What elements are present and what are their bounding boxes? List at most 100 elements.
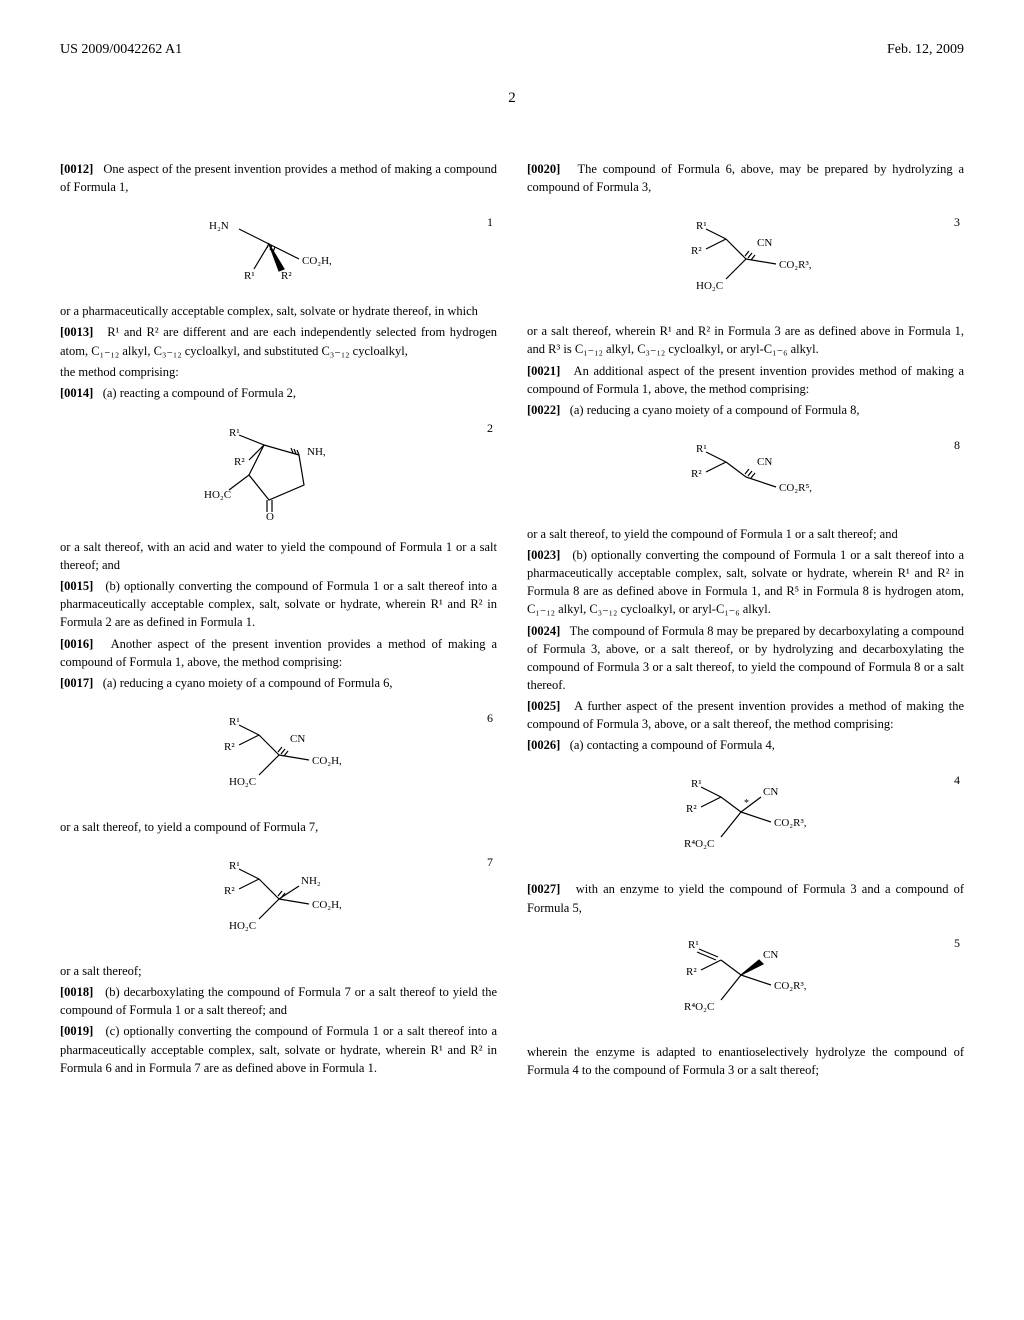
label-r1: R¹ bbox=[244, 270, 255, 282]
para-0026: [0026] (a) contacting a compound of Form… bbox=[527, 736, 964, 754]
formula-number: 4 bbox=[954, 772, 960, 789]
label-r2: R² bbox=[686, 803, 697, 815]
para-0020: [0020] The compound of Formula 6, above,… bbox=[527, 160, 964, 196]
para-text: (a) contacting a compound of Formula 4, bbox=[570, 738, 775, 752]
para-0012: [0012] One aspect of the present inventi… bbox=[60, 160, 497, 196]
para-0018: [0018] (b) decarboxylating the compound … bbox=[60, 983, 497, 1019]
para-0016: [0016] Another aspect of the present inv… bbox=[60, 635, 497, 671]
formula-1: 1 H₂N R¹ R² CO₂H, bbox=[60, 214, 497, 284]
para-num: [0016] bbox=[60, 637, 93, 651]
para-text: A further aspect of the present inventio… bbox=[527, 699, 964, 731]
para-0017: [0017] (a) reducing a cyano moiety of a … bbox=[60, 674, 497, 692]
formula-number: 2 bbox=[487, 420, 493, 437]
para-0020-cont: or a salt thereof, wherein R¹ and R² in … bbox=[527, 322, 964, 358]
right-column: [0020] The compound of Formula 6, above,… bbox=[527, 160, 964, 1082]
para-0027-cont: wherein the enzyme is adapted to enantio… bbox=[527, 1043, 964, 1079]
label-r2: R² bbox=[691, 468, 702, 480]
para-0013-cont: the method comprising: bbox=[60, 363, 497, 381]
label-r1: R¹ bbox=[229, 860, 240, 872]
label-r4o2c: R⁴O₂C bbox=[684, 838, 714, 850]
chem-structure-1: H₂N R¹ R² CO₂H, bbox=[199, 214, 359, 284]
label-r1: R¹ bbox=[696, 220, 707, 232]
para-text: (a) reacting a compound of Formula 2, bbox=[103, 386, 296, 400]
label-cn: CN bbox=[763, 949, 778, 961]
page-header: US 2009/0042262 A1 Feb. 12, 2009 bbox=[60, 40, 964, 80]
para-num: [0025] bbox=[527, 699, 560, 713]
label-r1: R¹ bbox=[229, 716, 240, 728]
para-num: [0024] bbox=[527, 624, 560, 638]
chem-structure-3: R¹ R² HO₂C CN CO₂R³, bbox=[671, 214, 821, 304]
para-text: R¹ and R² are different and are each ind… bbox=[60, 325, 497, 357]
label-cn: CN bbox=[757, 237, 772, 249]
para-text: (b) optionally converting the compound o… bbox=[60, 579, 497, 629]
formula-4: 4 R¹ R² R⁴O₂C CN * CO₂R³, bbox=[527, 772, 964, 862]
para-num: [0019] bbox=[60, 1024, 93, 1038]
label-r1: R¹ bbox=[229, 427, 240, 439]
formula-number: 8 bbox=[954, 437, 960, 454]
chem-structure-4: R¹ R² R⁴O₂C CN * CO₂R³, bbox=[666, 772, 826, 862]
chem-structure-6: R¹ R² HO₂C CN CO₂H, bbox=[204, 710, 354, 800]
para-text: (b) decarboxylating the compound of Form… bbox=[60, 985, 497, 1017]
label-ho2c: HO₂C bbox=[204, 489, 231, 501]
chem-structure-7: R¹ R² HO₂C NH₂ CO₂H, bbox=[204, 854, 354, 944]
para-text: An additional aspect of the present inve… bbox=[527, 364, 964, 396]
para-0015: [0015] (b) optionally converting the com… bbox=[60, 577, 497, 631]
label-star: * bbox=[744, 798, 749, 809]
para-num: [0018] bbox=[60, 985, 93, 999]
label-h2n: H₂N bbox=[209, 220, 229, 232]
para-text: The compound of Formula 8 may be prepare… bbox=[527, 624, 964, 692]
para-0025: [0025] A further aspect of the present i… bbox=[527, 697, 964, 733]
formula-6: 6 R¹ R² HO₂C CN CO₂H, bbox=[60, 710, 497, 800]
label-o: O bbox=[266, 511, 274, 520]
label-nh2: NH₂ bbox=[301, 875, 321, 887]
para-0019: [0019] (c) optionally converting the com… bbox=[60, 1022, 497, 1076]
document-date: Feb. 12, 2009 bbox=[887, 40, 964, 60]
label-co2r3: CO₂R³, bbox=[774, 817, 807, 829]
label-r4o2c: R⁴O₂C bbox=[684, 1001, 714, 1013]
formula-2: 2 R¹ R² HO₂C NH, O bbox=[60, 420, 497, 520]
para-text: (c) optionally converting the compound o… bbox=[60, 1024, 497, 1074]
label-co2r3: CO₂R³, bbox=[779, 259, 812, 271]
para-text: One aspect of the present invention prov… bbox=[60, 162, 497, 194]
label-r2: R² bbox=[281, 270, 292, 282]
label-r1: R¹ bbox=[688, 939, 699, 951]
label-ho2c: HO₂C bbox=[696, 280, 723, 292]
para-num: [0012] bbox=[60, 162, 93, 176]
label-cn: CN bbox=[757, 456, 772, 468]
label-co2h: CO₂H, bbox=[312, 755, 342, 767]
formula-number: 6 bbox=[487, 710, 493, 727]
para-0024: [0024] The compound of Formula 8 may be … bbox=[527, 622, 964, 695]
formula-number: 5 bbox=[954, 935, 960, 952]
formula-7: 7 R¹ R² HO₂C NH₂ CO₂H, bbox=[60, 854, 497, 944]
para-0017-cont2: or a salt thereof; bbox=[60, 962, 497, 980]
para-num: [0020] bbox=[527, 162, 560, 176]
para-0014-cont: or a salt thereof, with an acid and wate… bbox=[60, 538, 497, 574]
para-0023: [0023] (b) optionally converting the com… bbox=[527, 546, 964, 619]
label-r2: R² bbox=[224, 885, 235, 897]
chem-structure-5: R¹ R² R⁴O₂C CN CO₂R³, bbox=[666, 935, 826, 1025]
para-num: [0027] bbox=[527, 882, 560, 896]
left-column: [0012] One aspect of the present inventi… bbox=[60, 160, 497, 1082]
para-text: (a) reducing a cyano moiety of a compoun… bbox=[103, 676, 393, 690]
formula-5: 5 R¹ R² R⁴O₂C CN CO₂R³, bbox=[527, 935, 964, 1025]
para-num: [0017] bbox=[60, 676, 93, 690]
para-num: [0026] bbox=[527, 738, 560, 752]
page-number: 2 bbox=[60, 88, 964, 110]
para-0022: [0022] (a) reducing a cyano moiety of a … bbox=[527, 401, 964, 419]
para-num: [0015] bbox=[60, 579, 93, 593]
para-0014: [0014] (a) reacting a compound of Formul… bbox=[60, 384, 497, 402]
label-cn: CN bbox=[763, 786, 778, 798]
para-text: Another aspect of the present invention … bbox=[60, 637, 497, 669]
label-cn: CN bbox=[290, 733, 305, 745]
formula-8: 8 R¹ R² CN CO₂R⁵, bbox=[527, 437, 964, 507]
para-0013: [0013] R¹ and R² are different and are e… bbox=[60, 323, 497, 359]
para-0021: [0021] An additional aspect of the prese… bbox=[527, 362, 964, 398]
para-num: [0021] bbox=[527, 364, 560, 378]
label-nh: NH, bbox=[307, 446, 326, 458]
label-r2: R² bbox=[686, 966, 697, 978]
para-text: (a) reducing a cyano moiety of a compoun… bbox=[570, 403, 860, 417]
para-text: with an enzyme to yield the compound of … bbox=[527, 882, 964, 914]
label-ho2c: HO₂C bbox=[229, 920, 256, 932]
formula-3: 3 R¹ R² HO₂C CN CO₂R³, bbox=[527, 214, 964, 304]
para-num: [0013] bbox=[60, 325, 93, 339]
